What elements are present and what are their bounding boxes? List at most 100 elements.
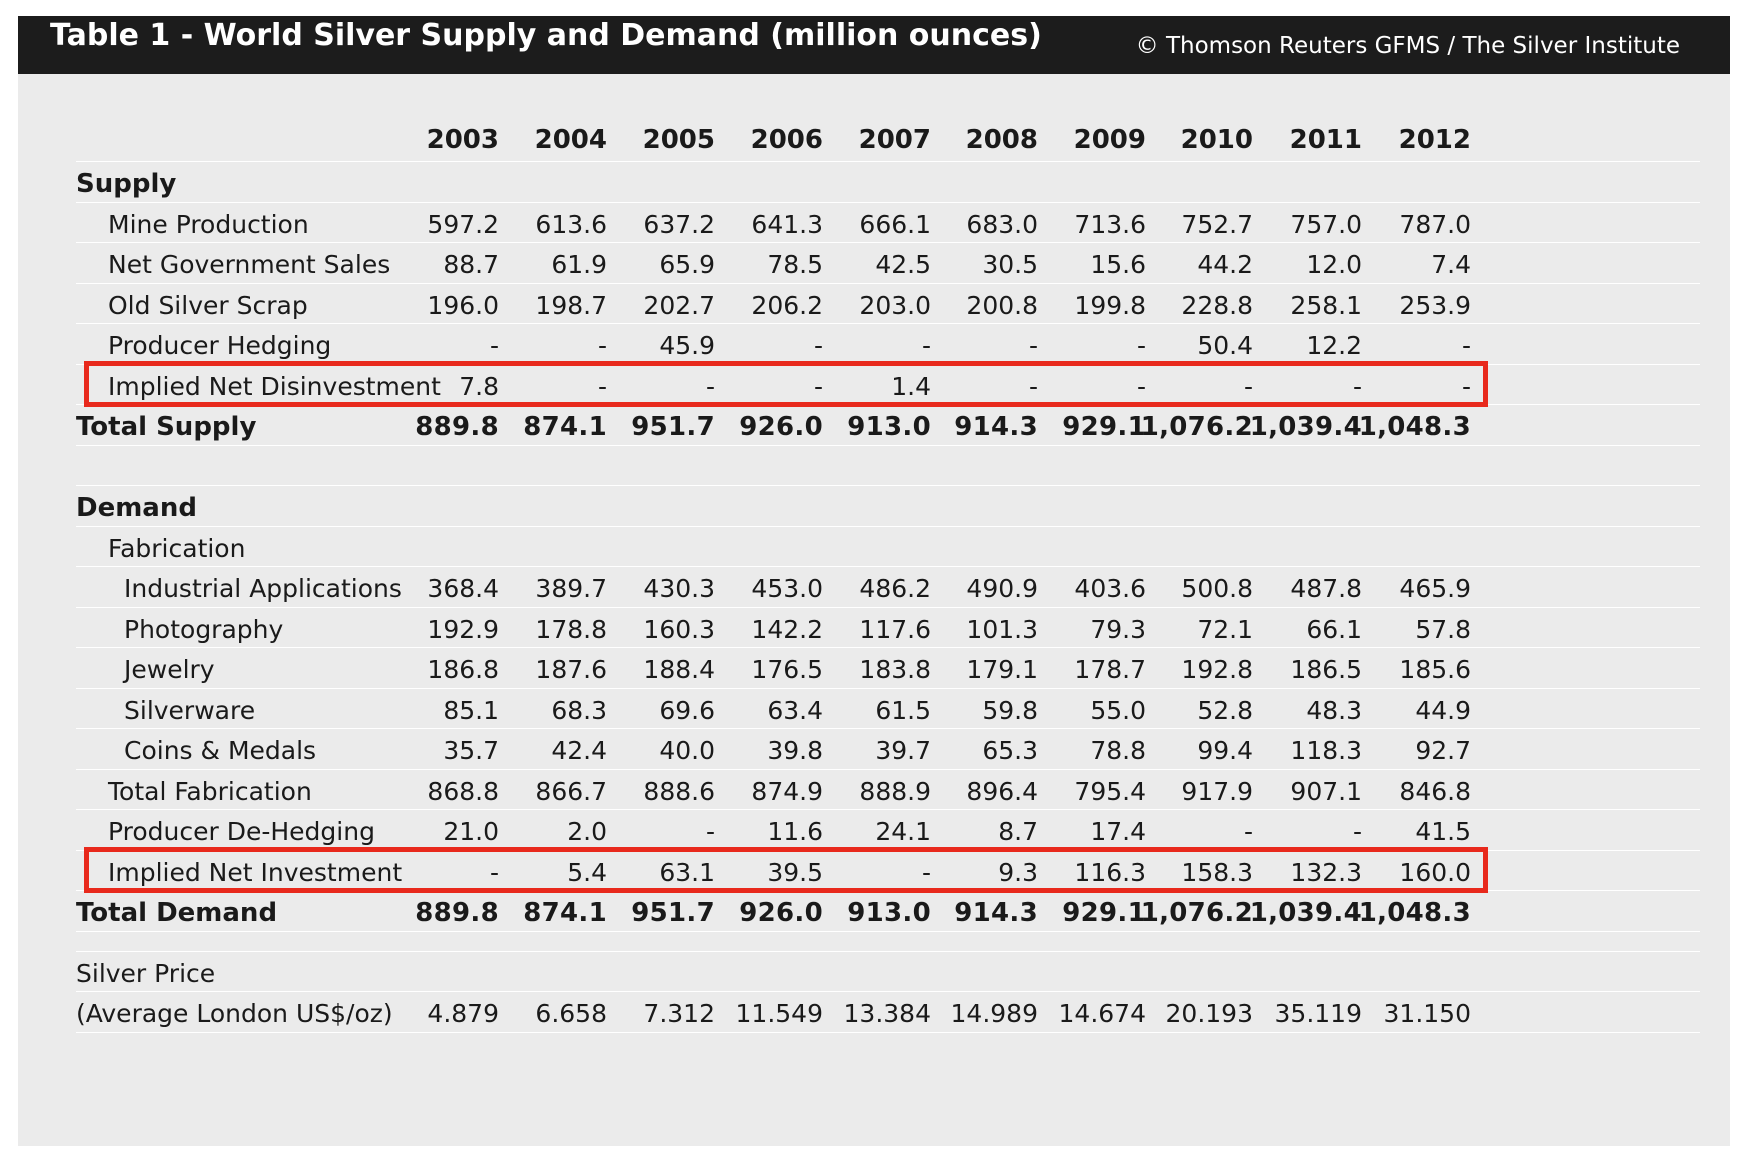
table-cell: 57.8	[1415, 614, 1471, 644]
spacer-row	[76, 932, 1700, 952]
row-old-silver-scrap: Old Silver Scrap 196.0 198.7 202.7 206.2 203.…	[76, 284, 1700, 324]
row-implied-net-investment: Implied Net Investment - 5.4 63.1 39.5 - 9.3 11…	[76, 851, 1700, 891]
table-cell: 179.1	[966, 655, 1038, 684]
year-header-2003: 2003	[426, 125, 499, 155]
table-cell: 7.4	[1431, 250, 1471, 279]
row-producer-hedging: Producer Hedging - - 45.9 - - - - 50.4 12.2 -	[76, 324, 1700, 365]
table-cell: 874.1	[523, 898, 607, 928]
table-cell: 41.5	[1415, 817, 1471, 846]
row-mine-production: Mine Production 597.2 613.6 637.2 641.3 666.1…	[76, 203, 1700, 243]
row-label: Producer Hedging	[108, 331, 332, 360]
row-label: Net Government Sales	[108, 250, 391, 279]
table-cell: 926.0	[739, 412, 823, 442]
table-cell: 713.6	[1074, 209, 1146, 239]
table-cell: -	[1028, 331, 1038, 360]
row-average-london-us-oz: (Average London US$/oz) 4.879 6.658 7.312 11…	[76, 992, 1700, 1033]
table-cell: 72.1	[1197, 614, 1253, 644]
spacer-row	[76, 446, 1700, 486]
table-cell: -	[1461, 331, 1471, 360]
table-cell: 178.8	[535, 614, 607, 644]
table-cell: 752.7	[1181, 209, 1253, 239]
table-cell: 160.3	[643, 614, 715, 644]
table-cell: 61.5	[875, 695, 931, 725]
table-cell: 17.4	[1090, 817, 1146, 846]
table-cell: -	[1028, 371, 1038, 401]
table-cell: 888.9	[859, 776, 931, 806]
table-cell: 757.0	[1290, 209, 1362, 239]
table-cell: 253.9	[1399, 290, 1471, 320]
table-cell: -	[1352, 817, 1362, 846]
table-cell: 914.3	[954, 898, 1038, 928]
year-header-2004: 2004	[534, 125, 607, 155]
row-label: Old Silver Scrap	[108, 290, 308, 320]
table-cell: 59.8	[982, 695, 1038, 725]
table-title: Table 1 - World Silver Supply and Demand…	[50, 18, 1042, 53]
table-cell: 8.7	[998, 817, 1038, 846]
table-cell: 487.8	[1290, 574, 1362, 603]
row-label: Implied Net Investment	[108, 857, 403, 887]
table-cell: -	[921, 857, 931, 887]
table-cell: 597.2	[427, 209, 499, 239]
year-header-2009: 2009	[1073, 125, 1146, 155]
table-cell: 68.3	[551, 695, 607, 725]
table-cell: 79.3	[1090, 614, 1146, 644]
table-cell: 192.8	[1181, 655, 1253, 684]
table-cell: 500.8	[1181, 574, 1253, 603]
table-cell: 200.8	[966, 290, 1038, 320]
table-cell: 929.1	[1062, 898, 1146, 928]
table-cell: -	[1243, 371, 1253, 401]
table-cell: 50.4	[1197, 331, 1253, 360]
table-cell: 78.8	[1090, 736, 1146, 765]
row-silverware: Silverware 85.1 68.3 69.6 63.4 61.5 59.8 55.0 52…	[76, 689, 1700, 729]
row-fabrication: Fabrication	[76, 527, 1700, 567]
table-cell: 1,076.2	[1140, 412, 1253, 442]
row-silver-price: Silver Price	[76, 952, 1700, 992]
table-cell: 787.0	[1399, 209, 1471, 239]
table-cell: 178.7	[1074, 655, 1146, 684]
table-cell: 13.384	[843, 999, 931, 1028]
table-cell: 907.1	[1290, 776, 1362, 806]
table-cell: 203.0	[859, 290, 931, 320]
row-label: Demand	[76, 493, 197, 523]
table-cell: 9.3	[998, 857, 1038, 887]
year-header-2008: 2008	[965, 125, 1038, 155]
table-cell: 4.879	[427, 999, 499, 1028]
table-cell: 888.6	[643, 776, 715, 806]
table-cell: 158.3	[1181, 857, 1253, 887]
table-cell: 465.9	[1399, 574, 1471, 603]
table-cell: 39.5	[767, 857, 823, 887]
table-cell: 15.6	[1090, 250, 1146, 279]
table-cell: 206.2	[751, 290, 823, 320]
table-cell: -	[705, 371, 715, 401]
row-label: Total Supply	[76, 412, 257, 442]
year-header-row: 2003 2004 2005 2006 2007 2008 2009 2010 2011 2012	[76, 108, 1700, 162]
row-label: Implied Net Disinvestment	[108, 371, 441, 401]
row-label: Mine Production	[108, 209, 309, 239]
table-cell: -	[1243, 817, 1253, 846]
table-cell: 637.2	[643, 209, 715, 239]
table-cell: 52.8	[1197, 695, 1253, 725]
table-cell: 389.7	[535, 574, 607, 603]
year-header-2012: 2012	[1398, 125, 1471, 155]
table-cell: 186.5	[1290, 655, 1362, 684]
highlight-box	[84, 360, 1488, 407]
table-cell: 7.312	[643, 999, 715, 1028]
table-cell: 11.549	[735, 999, 823, 1028]
table-cell: -	[1136, 371, 1146, 401]
row-producer-de-hedging: Producer De-Hedging 21.0 2.0 - 11.6 24.1 8.7 17…	[76, 810, 1700, 851]
table-cell: 142.2	[751, 614, 823, 644]
table-cell: 926.0	[739, 898, 823, 928]
table-cell: 196.0	[427, 290, 499, 320]
table-cell: 613.6	[535, 209, 607, 239]
table-cell: 2.0	[567, 817, 607, 846]
row-net-government-sales: Net Government Sales 88.7 61.9 65.9 78.5 42.5…	[76, 243, 1700, 284]
table-cell: 21.0	[443, 817, 499, 846]
highlight-box	[84, 846, 1488, 893]
table-cell: 951.7	[631, 412, 715, 442]
table-cell: 198.7	[535, 290, 607, 320]
table-cell: 1.4	[891, 371, 931, 401]
table-cell: 1,048.3	[1358, 898, 1471, 928]
table-cell: 66.1	[1306, 614, 1362, 644]
table-cell: -	[489, 331, 499, 360]
table-cell: -	[1136, 331, 1146, 360]
